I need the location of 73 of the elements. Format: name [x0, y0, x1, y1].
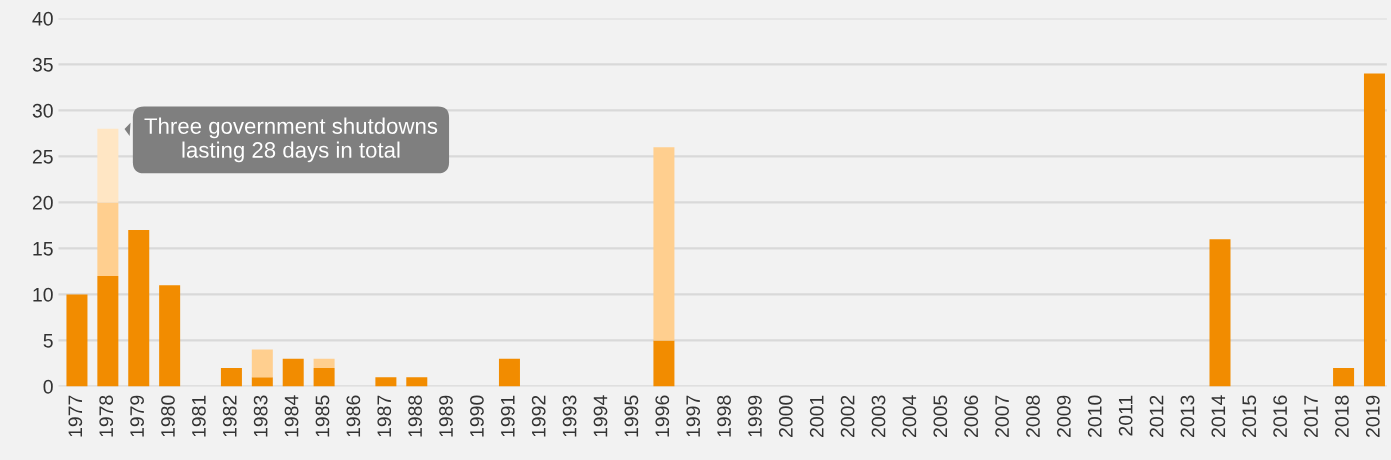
x-tick-label: 2001	[809, 395, 824, 438]
x-tick-label: 2003	[871, 395, 886, 438]
x-tick-label: 2017	[1304, 395, 1318, 438]
x-tick-label: 2016	[1273, 395, 1288, 438]
bar	[66, 294, 88, 387]
x-tick-label: 1984	[284, 395, 299, 437]
x-tick-label: 1998	[717, 395, 731, 437]
y-tick-label: 20	[32, 195, 53, 210]
bar	[1209, 239, 1231, 387]
annotation: Three government shutdowns lasting 28 days in total	[144, 117, 438, 163]
x-tick-label: 2009	[1056, 395, 1071, 438]
x-tick-label: 1979	[130, 395, 144, 437]
x-tick-label: 2018	[1335, 395, 1349, 438]
bar	[251, 377, 273, 387]
bar	[282, 358, 304, 387]
x-tick-label: 2005	[933, 395, 948, 438]
bar	[313, 358, 335, 368]
x-tick-label: 2010	[1087, 395, 1102, 438]
bar	[498, 358, 520, 387]
x-tick-label: 2011	[1118, 395, 1133, 436]
bar	[313, 368, 335, 387]
x-tick-label: 2007	[995, 395, 1009, 438]
bar	[653, 147, 675, 341]
x-tick-label: 1995	[624, 395, 639, 437]
x-tick-label: 1982	[222, 395, 237, 437]
x-tick-label: 2014	[1211, 395, 1226, 438]
y-tick-label: 5	[43, 334, 53, 348]
x-tick-label: 2004	[902, 395, 917, 438]
x-tick-label: 2012	[1149, 395, 1164, 438]
x-tick-label: 1996	[655, 395, 670, 437]
x-tick-label: 2019	[1365, 395, 1380, 438]
y-tick-label: 35	[32, 57, 53, 72]
x-tick-label: 1985	[315, 395, 330, 437]
x-tick-label: 1989	[439, 395, 453, 437]
x-tick-label: 1991	[500, 395, 515, 437]
x-tick-label: 2013	[1180, 395, 1195, 438]
x-tick-label: 2008	[1026, 395, 1040, 438]
x-tick-label: 2006	[964, 395, 979, 438]
x-tick-label: 1983	[253, 395, 268, 437]
bar	[375, 377, 397, 387]
x-tick-label: 1977	[68, 395, 83, 437]
bar	[97, 128, 119, 203]
x-tick-label: 1980	[161, 395, 175, 437]
bar	[1363, 73, 1385, 387]
y-tick-label: 25	[32, 149, 53, 164]
x-tick-label: 2000	[778, 395, 793, 438]
x-tick-label: 1994	[593, 395, 608, 437]
bar	[406, 377, 428, 387]
bar	[159, 285, 181, 387]
x-tick-label: 1978	[99, 395, 114, 437]
y-tick-label: 30	[32, 103, 53, 118]
bar	[653, 340, 675, 387]
x-tick-label: 2015	[1242, 395, 1257, 438]
x-tick-label: 1997	[686, 395, 701, 437]
x-tick-label: 1986	[346, 395, 361, 437]
bar	[220, 368, 242, 387]
x-tick-label: 1999	[748, 395, 762, 437]
x-tick-label: 1987	[377, 395, 392, 437]
bar	[128, 230, 150, 387]
y-tick-label: 40	[32, 11, 53, 26]
bar	[97, 202, 119, 276]
bar	[251, 349, 273, 378]
x-tick-label: 1993	[562, 395, 577, 437]
x-tick-label: 2002	[840, 395, 855, 438]
x-tick-label: 1988	[408, 395, 422, 437]
x-tick-label: 1981	[191, 395, 206, 437]
bar	[97, 276, 119, 387]
x-tick-label: 1992	[531, 395, 546, 437]
y-tick-label: 15	[33, 242, 53, 256]
x-tick-label: 1990	[470, 395, 484, 437]
bar	[1333, 368, 1355, 387]
y-tick-label: 0	[43, 379, 53, 394]
y-tick-label: 10	[33, 287, 53, 302]
